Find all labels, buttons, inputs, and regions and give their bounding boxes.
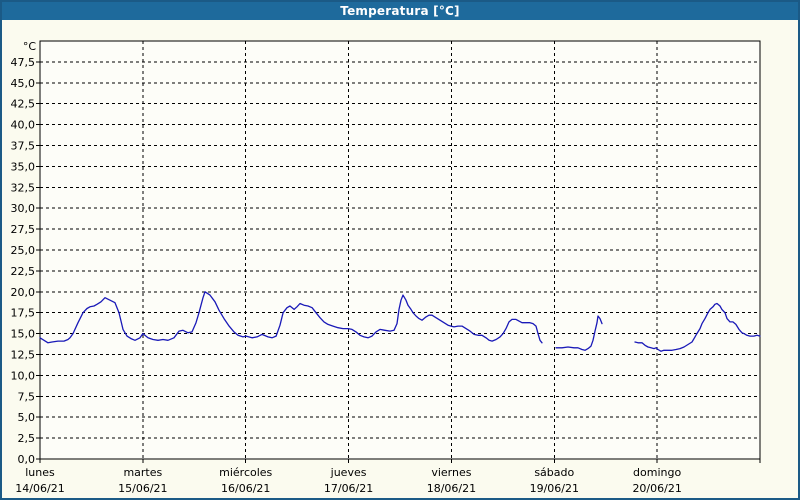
x-date-label: 15/06/21	[118, 482, 167, 495]
x-day-label: miércoles	[219, 466, 272, 479]
y-axis-unit-label: °C	[23, 40, 37, 53]
y-tick-label: 2,5	[18, 432, 36, 445]
x-day-label: sábado	[534, 466, 574, 479]
x-date-label: 20/06/21	[632, 482, 681, 495]
x-axis: lunes 14/06/21 martes 15/06/21 miércoles 16/0…	[15, 41, 761, 495]
x-date-label: 16/06/21	[221, 482, 270, 495]
y-tick-label: 10,0	[11, 369, 36, 382]
y-tick-label: 20,0	[11, 286, 36, 299]
y-tick-label: 15,0	[11, 328, 36, 341]
temperature-line-segment	[555, 315, 603, 351]
x-date-label: 18/06/21	[427, 482, 476, 495]
y-tick-label: 35,0	[11, 160, 36, 173]
y-tick-label: 17,5	[11, 307, 36, 320]
title-bar: Temperatura [°C]	[2, 2, 798, 20]
y-tick-label: 12,5	[11, 349, 36, 362]
temperature-line-segment	[634, 302, 761, 352]
y-tick-label: 30,0	[11, 202, 36, 215]
x-day-label: lunes	[25, 466, 55, 479]
y-tick-label: 7,5	[18, 390, 36, 403]
y-tick-label: 25,0	[11, 244, 36, 257]
y-tick-label: 32,5	[11, 181, 36, 194]
y-tick-label: 45,0	[11, 77, 36, 90]
y-tick-label: 47,5	[11, 56, 36, 69]
series-temperatura	[39, 291, 761, 352]
x-day-label: martes	[123, 466, 162, 479]
y-tick-label: 5,0	[18, 411, 36, 424]
temperature-line-segment	[39, 291, 543, 344]
x-day-label: viernes	[431, 466, 471, 479]
chart-title: Temperatura [°C]	[340, 4, 460, 18]
y-tick-label: 27,5	[11, 223, 36, 236]
y-tick-label: 42,5	[11, 98, 36, 111]
x-date-label: 17/06/21	[324, 482, 373, 495]
y-axis: °C 0,0 2,5 5,0 7,5 10,0 12,5 15,0 17,5 20,0 22,5 25…	[11, 40, 760, 466]
x-date-label: 14/06/21	[15, 482, 64, 495]
y-tick-label: 22,5	[11, 265, 36, 278]
y-tick-label: 40,0	[11, 119, 36, 132]
x-day-label: domingo	[633, 466, 681, 479]
x-day-label: jueves	[330, 466, 367, 479]
x-date-label: 19/06/21	[530, 482, 579, 495]
y-tick-label: 0,0	[18, 453, 36, 466]
y-tick-label: 37,5	[11, 140, 36, 153]
